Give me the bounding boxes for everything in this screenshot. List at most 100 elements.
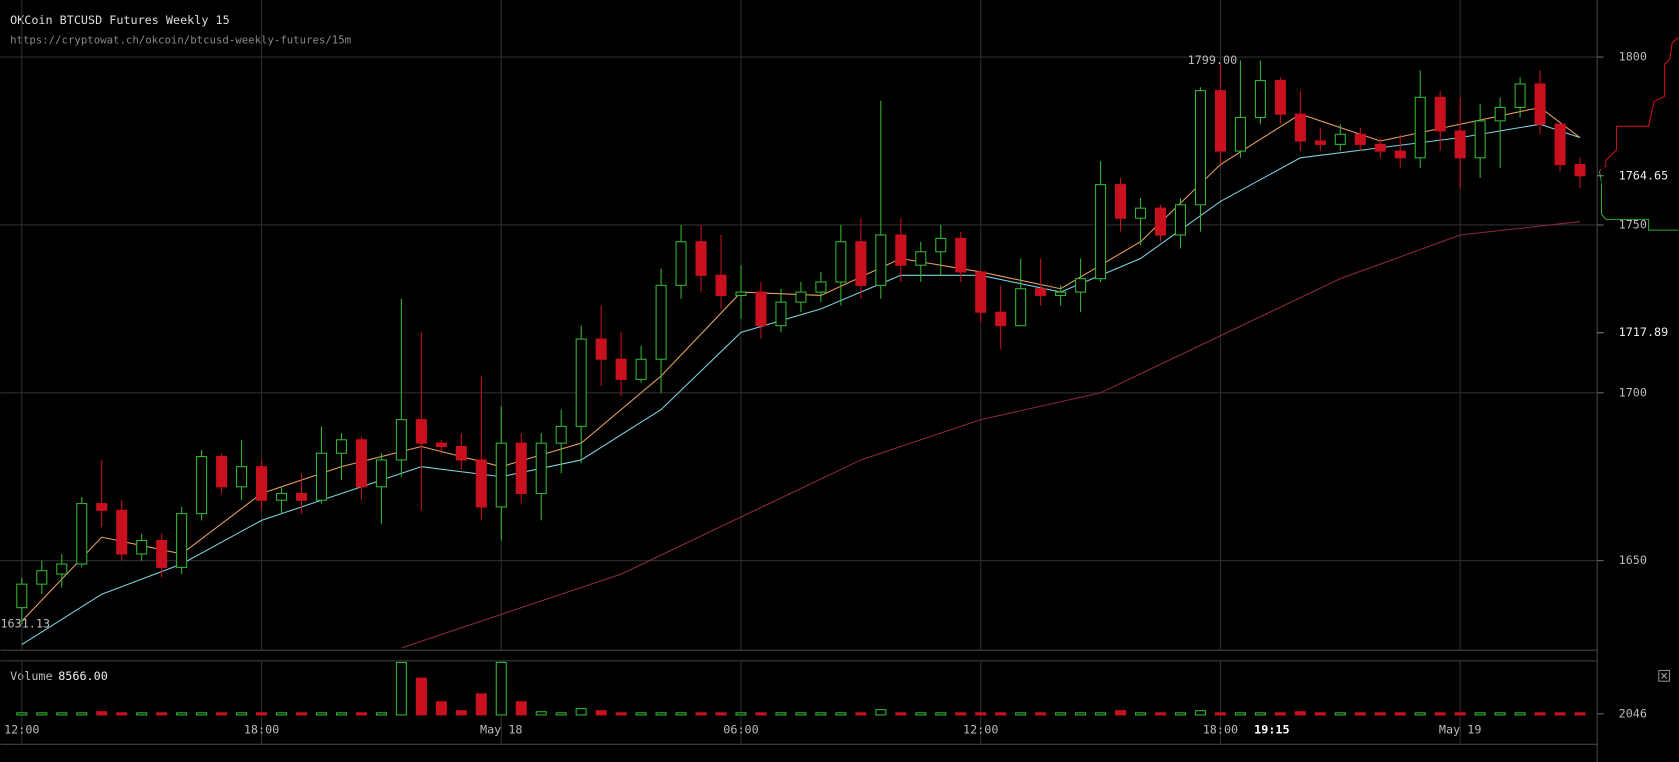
volume-bar <box>635 712 647 716</box>
candle-body <box>36 570 48 585</box>
volume-bar <box>1115 710 1127 716</box>
chart-title: OKCoin BTCUSD Futures Weekly 15 <box>10 13 230 27</box>
candle-body <box>16 583 28 609</box>
candle-body <box>1015 288 1027 327</box>
candle-body <box>1115 184 1127 219</box>
volume-bar <box>1154 712 1167 716</box>
high-label: 1799.00 <box>1188 53 1238 67</box>
candle-body <box>735 291 747 296</box>
volume-bar <box>1434 712 1446 716</box>
volume-bar <box>315 712 328 716</box>
volume-bar <box>895 712 907 716</box>
volume-bar <box>535 711 547 716</box>
candle-body <box>755 291 767 327</box>
candle-body <box>1414 96 1426 159</box>
volume-bar <box>375 712 387 716</box>
candle-body <box>1574 163 1586 177</box>
volume-bar <box>1035 712 1047 716</box>
volume-bar <box>76 712 88 716</box>
volume-bar <box>1075 712 1087 716</box>
close-button[interactable] <box>1658 669 1670 682</box>
grid <box>0 0 1598 744</box>
volume-bar <box>595 710 607 716</box>
volume-bar <box>216 712 228 716</box>
volume-tick-label: 2046 <box>1619 706 1647 720</box>
volume-bar <box>1494 712 1506 716</box>
candle-body <box>295 492 308 501</box>
candle-body <box>236 466 248 488</box>
volume-bar <box>355 712 367 716</box>
candle-body <box>935 237 947 253</box>
volume-bar <box>1095 712 1107 716</box>
volume-bar <box>755 712 767 716</box>
volume-bar <box>455 710 467 716</box>
candle-body <box>555 425 567 444</box>
volume-bar <box>176 712 188 716</box>
candle-body <box>1194 90 1207 206</box>
volume-bar <box>715 712 727 716</box>
candle-body <box>995 311 1007 327</box>
candle-body <box>615 358 627 380</box>
volume-bar <box>1454 712 1466 716</box>
volume-bar <box>1394 712 1406 716</box>
candle-body <box>635 358 647 380</box>
candle-body <box>795 291 807 303</box>
volume-bar <box>196 712 208 716</box>
volume-bar <box>655 712 667 716</box>
x-tick-label: 06:00 <box>723 722 758 736</box>
candle-body <box>495 442 507 508</box>
candle-body <box>575 338 587 427</box>
indicator-line <box>21 123 1581 646</box>
volume-bar <box>1334 712 1346 716</box>
candle-body <box>1294 113 1306 142</box>
cursor-time: 19:15 <box>1254 722 1289 736</box>
candle-body <box>1314 140 1326 145</box>
volume-bar <box>995 712 1007 716</box>
volume-bar <box>1254 712 1266 716</box>
volume-bar <box>136 712 148 716</box>
candle-body <box>455 445 467 461</box>
candle-body <box>435 442 447 448</box>
candle-body <box>595 338 607 360</box>
close-icon[interactable] <box>1661 672 1668 679</box>
candle-body <box>1075 278 1087 293</box>
volume-bar <box>1135 712 1147 716</box>
candle-body <box>775 301 787 327</box>
candle-body <box>256 466 268 501</box>
volume-bar <box>1194 710 1207 716</box>
candle-body <box>535 442 547 495</box>
candle-body <box>1514 83 1526 108</box>
volume-bar <box>615 712 627 716</box>
volume-bar <box>815 712 827 716</box>
volume-bar <box>855 712 867 716</box>
y-tick-label: 1800 <box>1619 50 1647 64</box>
volume-bar <box>295 712 308 716</box>
volume-bar <box>1514 712 1526 716</box>
candle-body <box>275 492 288 501</box>
volume-bar <box>1414 712 1426 716</box>
x-tick-label: 12:00 <box>4 722 39 736</box>
volume-bar <box>116 712 128 716</box>
volume-bar <box>395 661 407 716</box>
volume-bar <box>56 712 68 716</box>
x-tick-label: 18:00 <box>244 722 279 736</box>
candle-body <box>1494 106 1506 122</box>
candle-body <box>1154 207 1167 236</box>
volume-bar <box>1554 712 1566 716</box>
price-tag-box <box>1601 167 1677 185</box>
candle-body <box>1374 143 1386 152</box>
x-tick-label: 18:00 <box>1203 722 1238 736</box>
volume-bar <box>1474 712 1486 716</box>
indicator-line <box>401 221 1581 649</box>
volume-bar <box>256 712 268 716</box>
candle-body <box>375 459 387 488</box>
y-tick-label: 1650 <box>1619 553 1647 567</box>
volume-bar <box>335 712 347 716</box>
candle-body <box>196 456 208 515</box>
volume-bar <box>575 708 587 716</box>
volume-bar <box>36 712 48 716</box>
candle-body <box>515 442 527 495</box>
volume-bar <box>955 712 967 716</box>
